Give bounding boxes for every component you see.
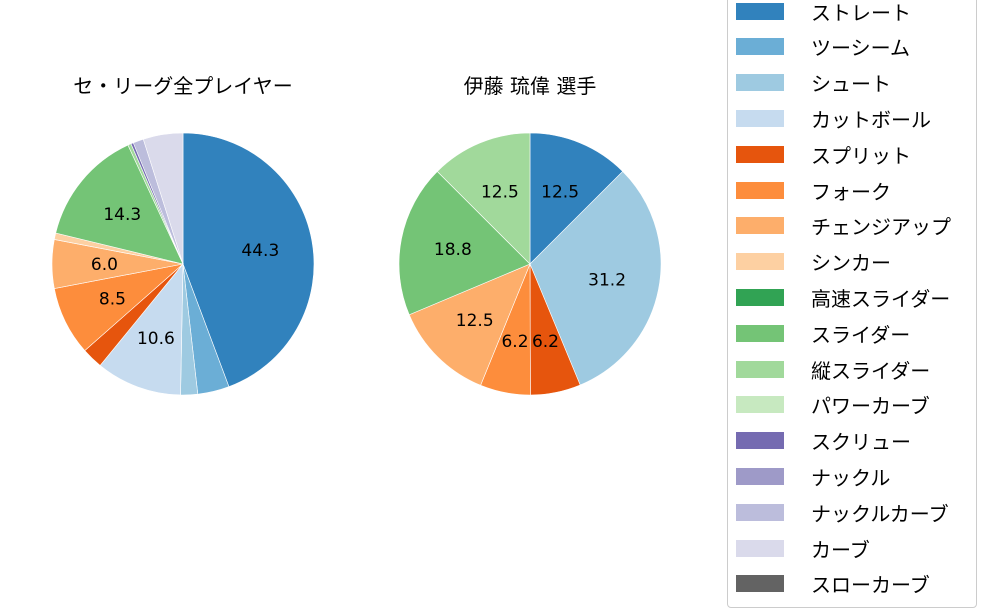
pie-slice (99, 263, 184, 396)
legend-label: ストレート (811, 0, 911, 25)
legend-swatch-icon (736, 181, 784, 199)
legend-item: カットボール (736, 106, 931, 132)
pie-slice (436, 132, 531, 265)
legend-swatch-icon (736, 38, 784, 56)
legend-swatch-icon (736, 324, 784, 342)
legend-label: ナックルカーブ (811, 501, 949, 526)
legend-label: スライダー (811, 322, 911, 347)
legend-item: 高速スライダー (736, 285, 951, 311)
legend-label: スクリュー (811, 430, 911, 455)
legend-label: スプリット (811, 143, 911, 168)
slice-value-label: 8.5 (99, 290, 126, 310)
legend-item: スプリット (736, 142, 911, 168)
legend-item: ストレート (736, 0, 911, 25)
legend-swatch-icon (736, 2, 784, 20)
legend-label: カーブ (811, 537, 870, 562)
pie-slice (529, 171, 662, 386)
legend-label: ツーシーム (811, 36, 910, 61)
legend-swatch-icon (736, 575, 784, 593)
slice-value-label: 12.5 (481, 182, 519, 202)
legend-label: チェンジアップ (811, 215, 951, 240)
slice-value-label: 44.3 (241, 241, 279, 261)
pie-slice (55, 144, 184, 265)
legend-label: シンカー (811, 251, 891, 276)
right-chart-title: 伊藤 琉偉 選手 (463, 74, 597, 98)
legend-item: カーブ (736, 536, 870, 562)
pie-slice (182, 132, 315, 388)
legend-label: 高速スライダー (811, 286, 951, 311)
legend: ストレートツーシームシュートカットボール スプリットフォークチェンジアップ シンカー… (727, 0, 977, 608)
pie-slice (529, 132, 624, 265)
legend-item: パワーカーブ (736, 393, 930, 419)
legend-label: 縦スライダー (811, 358, 931, 383)
legend-swatch-icon (736, 288, 784, 306)
slice-value-label: 10.6 (137, 329, 175, 349)
slice-value-label: 14.3 (103, 205, 141, 225)
legend-swatch-icon (736, 253, 784, 271)
legend-item: スライダー (736, 321, 911, 347)
pie-charts: 44.3 10.6 8.5 6.0 14.3 12.5 31.2 6.26.2 12.5 18.… (51, 132, 662, 396)
pie-slice (142, 132, 184, 265)
legend-item: ナックル (736, 464, 891, 490)
legend-label: フォーク (811, 179, 891, 204)
pie-slice (408, 263, 531, 386)
legend-swatch-icon (736, 467, 784, 485)
legend-label: パワーカーブ (811, 394, 930, 419)
legend-label: スローカーブ (811, 573, 930, 598)
legend-item: ツーシーム (736, 35, 910, 61)
slice-value-label: 12.5 (456, 311, 494, 331)
legend-label: カットボール (811, 107, 931, 132)
slice-value-label: 6.2 (501, 332, 528, 352)
legend-swatch-icon (736, 360, 784, 378)
legend-item: ナックルカーブ (736, 500, 949, 526)
legend-label: シュート (811, 72, 891, 97)
legend-item: シンカー (736, 250, 891, 276)
pie-slice (398, 171, 531, 316)
player-pie-chart: 12.5 31.2 6.26.2 12.5 18.8 12.5 (398, 132, 662, 396)
legend-item: フォーク (736, 178, 891, 204)
league-pie-chart: 44.3 10.6 8.5 6.0 14.3 (51, 132, 315, 396)
legend-item: シュート (736, 71, 891, 97)
legend-label: ナックル (811, 465, 891, 490)
left-chart-title: セ・リーグ全プレイヤー (73, 74, 293, 98)
legend-item: スローカーブ (736, 572, 930, 598)
slice-value-label: 31.2 (588, 270, 626, 290)
legend-swatch-icon (736, 396, 784, 414)
slice-value-label: 6.2 (532, 332, 559, 352)
legend-swatch-icon (736, 145, 784, 163)
legend-swatch-icon (736, 503, 784, 521)
legend-swatch-icon (736, 109, 784, 127)
legend-swatch-icon (736, 432, 784, 450)
legend-swatch-icon (736, 74, 784, 92)
legend-swatch-icon (736, 217, 784, 235)
legend-item: 縦スライダー (736, 357, 931, 383)
legend-item: スクリュー (736, 429, 911, 455)
slice-value-label: 12.5 (541, 182, 579, 202)
slice-value-label: 18.8 (434, 240, 472, 260)
legend-item: チェンジアップ (736, 214, 951, 240)
legend-swatch-icon (736, 539, 784, 557)
slice-value-label: 6.0 (91, 255, 118, 275)
